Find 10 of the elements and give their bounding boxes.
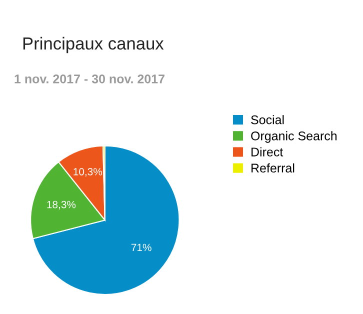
data-label: 10,3% (74, 168, 102, 177)
legend-label: Direct (252, 147, 284, 156)
chart-subtitle: 1 nov. 2017 - 30 nov. 2017 (14, 74, 164, 84)
data-label: 71% (131, 244, 152, 252)
legend-label: Referral (252, 163, 294, 173)
legend-label: Social (251, 115, 284, 124)
legend-label: Organic Search (251, 131, 337, 143)
chart-title: Principaux canaux (23, 36, 164, 54)
pie-slice (32, 145, 180, 295)
data-label: 18,3% (47, 200, 76, 210)
